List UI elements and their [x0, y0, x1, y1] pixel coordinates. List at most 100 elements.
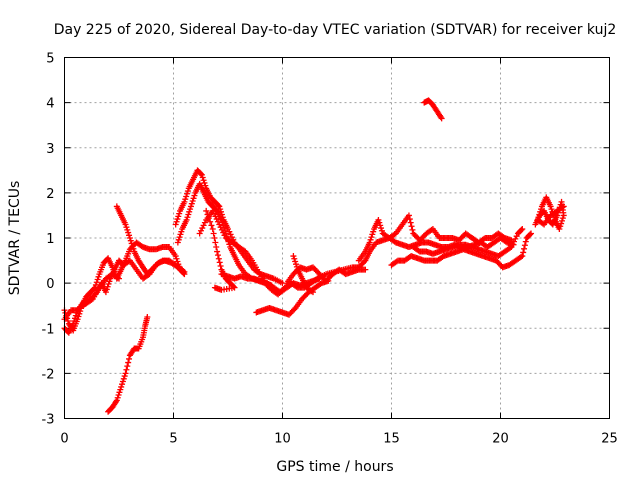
data-point	[124, 226, 131, 233]
data-point	[103, 286, 110, 293]
data-point	[217, 224, 224, 231]
x-tick-label: 20	[492, 432, 509, 447]
data-point	[538, 203, 545, 210]
data-point	[518, 226, 525, 233]
data-point	[71, 318, 78, 325]
data-point	[104, 283, 111, 290]
data-point	[176, 234, 183, 241]
data-point	[212, 239, 219, 246]
data-point	[116, 389, 123, 396]
data-point	[438, 115, 445, 122]
x-tick-labels: 0 5 10 15 20 25	[60, 432, 617, 447]
data-point	[172, 221, 179, 228]
data-point	[126, 355, 133, 362]
plot-frame	[64, 57, 610, 419]
data-point	[310, 289, 317, 296]
data-point	[209, 225, 216, 232]
y-tick-label: 3	[46, 142, 54, 157]
data-point	[176, 210, 183, 217]
data-point	[218, 226, 225, 233]
data-point	[185, 211, 192, 218]
data-point	[537, 208, 544, 215]
data-point	[183, 193, 190, 200]
y-tick-label: 4	[46, 97, 54, 112]
data-point	[213, 244, 220, 251]
data-point	[221, 232, 228, 239]
data-point	[293, 261, 300, 268]
data-point	[509, 241, 516, 248]
data-point	[124, 363, 131, 370]
data-point	[220, 229, 227, 236]
data-point	[538, 206, 545, 213]
data-point	[119, 381, 126, 388]
data-point	[376, 219, 383, 226]
data-point	[122, 370, 129, 377]
data-point	[178, 228, 185, 235]
data-point	[226, 228, 233, 235]
data-point	[125, 359, 132, 366]
data-point	[64, 318, 71, 325]
data-point	[548, 206, 555, 213]
data-point	[130, 245, 137, 252]
data-point	[196, 230, 203, 237]
data-point	[405, 212, 412, 219]
data-point	[172, 253, 179, 260]
data-point	[291, 255, 298, 262]
data-point	[102, 289, 109, 296]
data-point	[180, 267, 187, 274]
data-point	[175, 236, 182, 243]
data-point	[181, 198, 188, 205]
data-point	[517, 253, 524, 260]
data-point	[216, 259, 223, 266]
y-tick-label: 5	[46, 52, 54, 67]
y-tick-label: -3	[42, 413, 55, 428]
data-point	[197, 227, 204, 234]
data-point	[507, 244, 514, 251]
data-point	[211, 210, 218, 217]
data-point	[105, 281, 112, 288]
data-point	[119, 378, 126, 385]
data-point	[512, 235, 519, 242]
data-point	[122, 221, 129, 228]
data-point	[197, 170, 204, 177]
data-point	[407, 219, 414, 226]
data-point	[173, 255, 180, 262]
data-point	[203, 207, 210, 214]
y-tick-label: -1	[42, 322, 55, 337]
data-point	[118, 383, 125, 390]
data-point	[199, 174, 206, 181]
data-point	[552, 216, 558, 223]
data-point	[106, 278, 113, 285]
data-point	[71, 315, 78, 322]
data-point	[123, 224, 130, 231]
data-point	[211, 235, 218, 241]
data-point	[519, 225, 526, 232]
data-point	[120, 375, 127, 382]
data-point	[216, 221, 223, 228]
data-point	[214, 218, 221, 225]
x-tick-label: 15	[383, 432, 400, 447]
data-point	[181, 268, 188, 275]
data-point	[95, 273, 102, 280]
data-point	[375, 216, 382, 223]
data-point	[520, 249, 527, 256]
data-point	[225, 225, 231, 232]
chart-title: Day 225 of 2020, Sidereal Day-to-day VTE…	[54, 22, 617, 38]
data-point	[217, 262, 224, 269]
data-point	[88, 296, 95, 303]
data-point	[209, 207, 216, 214]
data-point	[205, 215, 212, 222]
data-point	[126, 232, 133, 239]
data-point	[128, 240, 135, 247]
data-point	[191, 192, 198, 199]
data-point	[366, 239, 373, 246]
x-tick-label: 0	[60, 432, 68, 447]
data-point	[292, 258, 299, 265]
data-point	[527, 231, 534, 238]
data-point	[519, 253, 526, 260]
data-point	[73, 309, 80, 316]
data-point	[125, 229, 132, 236]
data-point	[558, 217, 565, 224]
data-point	[210, 230, 217, 237]
